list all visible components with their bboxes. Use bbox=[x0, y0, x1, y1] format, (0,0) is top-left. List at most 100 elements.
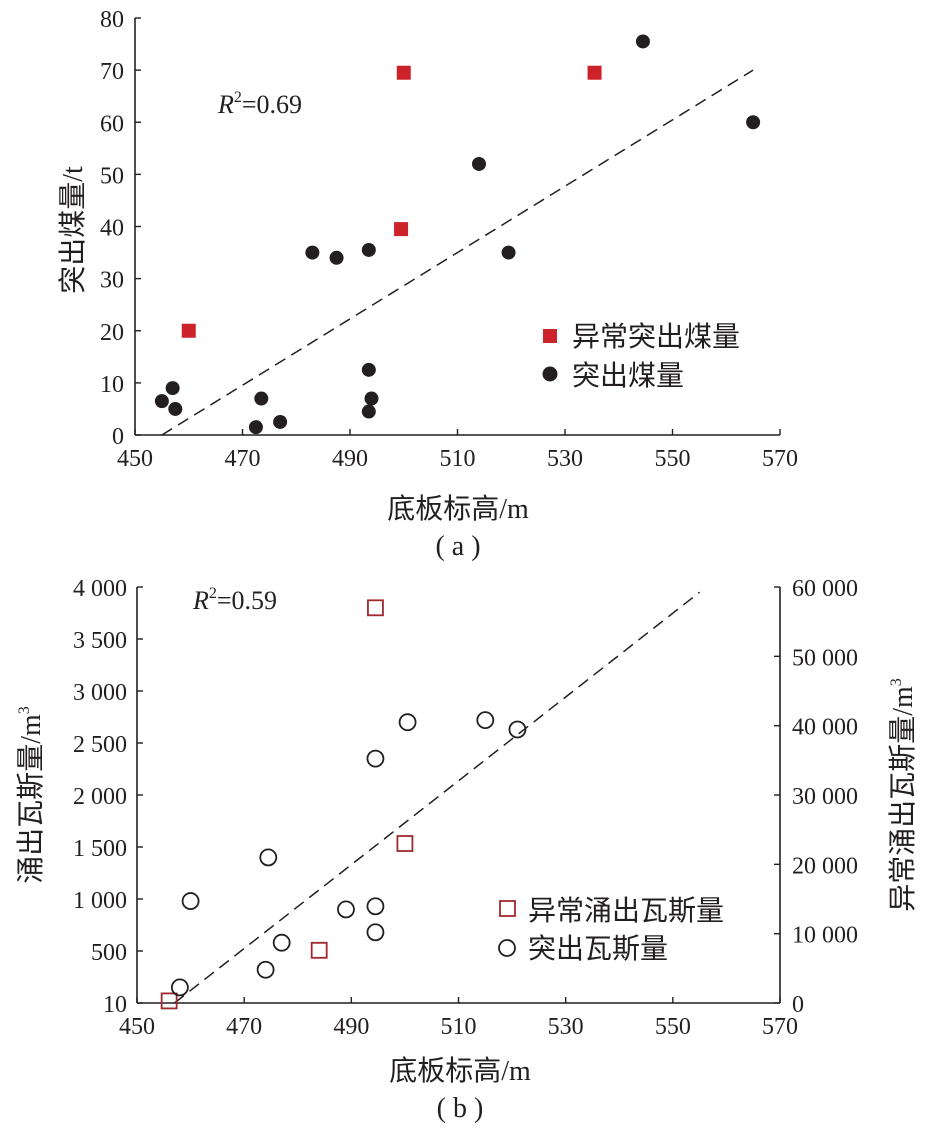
a-point-outburst bbox=[361, 242, 376, 257]
a-point-outburst bbox=[248, 420, 263, 435]
b-y2-tick-label: 40 000 bbox=[792, 715, 858, 741]
b-x-tick-label: 450 bbox=[119, 1014, 155, 1040]
a-y-ticks: 0 10 20 30 40 50 60 70 80 bbox=[100, 7, 141, 450]
b-y2-tick-label: 50 000 bbox=[792, 645, 858, 671]
b-y2-tick-label: 30 000 bbox=[792, 784, 858, 810]
b-y2-tick-label: 0 bbox=[792, 992, 804, 1018]
a-y-tick-label: 30 bbox=[100, 268, 124, 294]
a-x-tick-label: 450 bbox=[117, 446, 153, 472]
b-point-anomalous bbox=[310, 941, 328, 959]
b-x-tick-label: 510 bbox=[441, 1014, 477, 1040]
b-legend-marker-anomalous bbox=[499, 900, 516, 917]
a-point-anomalous bbox=[396, 65, 411, 80]
a-caption: ( a ) bbox=[435, 531, 480, 562]
a-point-anomalous bbox=[181, 323, 196, 338]
b-x-tick-label: 470 bbox=[226, 1014, 262, 1040]
b-point-outburst bbox=[366, 897, 385, 916]
a-point-outburst bbox=[364, 391, 379, 406]
a-y-tick-label: 20 bbox=[100, 320, 124, 346]
b-y-tick-label: 3 500 bbox=[73, 628, 127, 654]
b-trendline-dashed bbox=[174, 591, 701, 1004]
a-y-tick-label: 60 bbox=[100, 111, 124, 137]
a-y-tick-label: 0 bbox=[112, 424, 124, 450]
b-legend: 异常涌出瓦斯量 突出瓦斯量 bbox=[498, 895, 724, 965]
b-y2-tick-label: 10 000 bbox=[792, 923, 858, 949]
b-legend-marker-outburst bbox=[498, 939, 516, 957]
b-x-ticks: 450 470 490 510 530 550 570 bbox=[119, 997, 798, 1040]
a-legend-label-anomalous: 异常突出煤量 bbox=[572, 321, 740, 353]
b-x-tick-label: 490 bbox=[333, 1014, 369, 1040]
a-x-tick-label: 490 bbox=[332, 446, 368, 472]
b-x-axis-label: 底板标高/m bbox=[389, 1055, 531, 1087]
b-point-outburst bbox=[181, 892, 200, 910]
a-point-outburst bbox=[305, 245, 320, 260]
b-y-tick-label: 2 500 bbox=[73, 732, 127, 758]
a-x-ticks: 450 470 490 510 530 550 570 bbox=[117, 429, 798, 472]
a-x-tick-label: 570 bbox=[762, 446, 798, 472]
a-legend-marker-outburst bbox=[542, 366, 558, 382]
b-point-outburst bbox=[259, 848, 278, 867]
b-x-tick-label: 550 bbox=[655, 1014, 691, 1040]
a-legend-label-outburst: 突出煤量 bbox=[572, 360, 684, 392]
b-point-outburst bbox=[398, 713, 417, 732]
b-y-tick-label: 10 bbox=[103, 992, 127, 1018]
a-legend-marker-anomalous bbox=[543, 329, 557, 343]
b-point-outburst bbox=[256, 960, 275, 979]
b-y-ticks: 10 500 1 000 1 500 2 000 2 500 3 000 3 500 4 000 bbox=[73, 576, 143, 1018]
a-point-outburst bbox=[472, 156, 486, 171]
b-point-outburst bbox=[366, 923, 385, 942]
a-y-axis-label: 突出煤量/t bbox=[57, 166, 89, 294]
a-x-tick-label: 510 bbox=[440, 446, 476, 472]
b-y2-ticks: 0 10 000 20 000 30 000 40 000 50 000 60 000 bbox=[774, 576, 858, 1018]
b-y-tick-label: 1 000 bbox=[73, 888, 127, 914]
b-y-tick-label: 2 000 bbox=[73, 784, 127, 810]
b-legend-label-anomalous: 异常涌出瓦斯量 bbox=[528, 895, 724, 927]
b-points bbox=[160, 599, 527, 1010]
b-y-axis-label: 涌出瓦斯量/m3 bbox=[15, 706, 47, 884]
b-point-outburst bbox=[170, 978, 189, 997]
b-y-tick-label: 3 000 bbox=[73, 680, 127, 706]
a-point-anomalous bbox=[394, 222, 409, 237]
a-r2-annotation: R2=0.69 bbox=[217, 89, 302, 119]
a-point-outburst bbox=[329, 250, 344, 265]
a-point-outburst bbox=[746, 115, 761, 130]
a-point-anomalous bbox=[587, 65, 602, 80]
b-r2-annotation: R2=0.59 bbox=[192, 585, 277, 615]
a-legend: 异常突出煤量 突出煤量 bbox=[542, 321, 740, 392]
a-point-outburst bbox=[273, 414, 288, 429]
a-y-tick-label: 50 bbox=[100, 163, 124, 189]
b-y-tick-label: 500 bbox=[91, 940, 127, 966]
a-y-tick-label: 70 bbox=[100, 59, 124, 85]
b-trendline bbox=[174, 591, 701, 1004]
b-point-anomalous bbox=[367, 599, 384, 617]
a-x-tick-label: 550 bbox=[655, 446, 691, 472]
b-point-anomalous bbox=[160, 992, 178, 1010]
b-y-tick-label: 4 000 bbox=[73, 576, 127, 602]
a-trendline bbox=[161, 69, 754, 436]
a-point-outburst bbox=[168, 401, 183, 416]
a-point-outburst bbox=[635, 34, 650, 49]
b-x-tick-label: 570 bbox=[762, 1014, 798, 1040]
b-point-outburst bbox=[508, 720, 527, 739]
a-x-tick-label: 470 bbox=[225, 446, 261, 472]
b-point-anomalous bbox=[396, 835, 414, 852]
a-point-outburst bbox=[254, 391, 269, 406]
a-point-outburst bbox=[165, 381, 180, 396]
a-y-tick-label: 80 bbox=[100, 7, 124, 33]
a-point-outburst bbox=[361, 404, 376, 419]
a-point-outburst bbox=[154, 394, 169, 409]
b-point-outburst bbox=[366, 749, 385, 768]
b-y2-tick-label: 60 000 bbox=[792, 576, 858, 602]
chart-a: 450 470 490 510 530 550 570 01020304050607080 … bbox=[57, 7, 798, 562]
b-caption: ( b ) bbox=[437, 1093, 484, 1124]
a-y-tick-label: 40 bbox=[100, 216, 124, 242]
a-trendline-dashed bbox=[161, 69, 754, 436]
b-point-outburst bbox=[272, 933, 291, 952]
a-x-tick-label: 530 bbox=[547, 446, 583, 472]
a-points bbox=[154, 34, 761, 435]
b-y-tick-label: 1 500 bbox=[73, 836, 127, 862]
b-x-tick-label: 530 bbox=[548, 1014, 584, 1040]
b-y2-tick-label: 20 000 bbox=[792, 853, 858, 879]
b-legend-label-outburst: 突出瓦斯量 bbox=[528, 933, 668, 965]
